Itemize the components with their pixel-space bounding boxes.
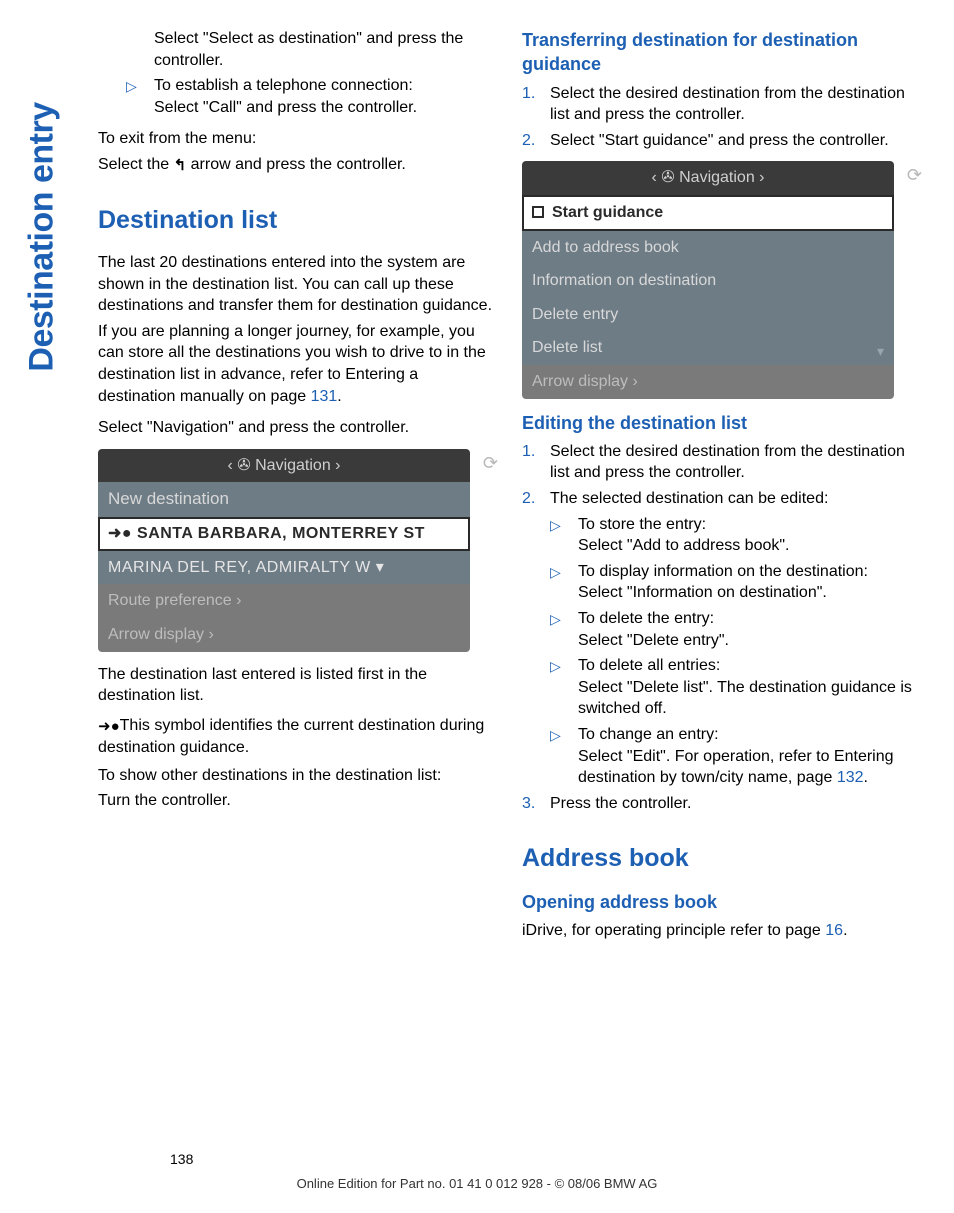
page-link-132[interactable]: 132	[837, 769, 864, 786]
nav-screenshot-start-guidance: ‹ ✇ Navigation › ⟳ Start guidance Add to…	[522, 161, 894, 398]
body-text: Select "Call" and press the controller.	[154, 97, 494, 119]
page-link-16[interactable]: 16	[825, 922, 843, 939]
triangle-bullet-icon: ▷	[550, 608, 578, 651]
body-text: Press the controller.	[550, 793, 918, 815]
list-number: 3.	[522, 793, 550, 815]
text-fragment: ›	[331, 457, 341, 474]
page-link-131[interactable]: 131	[311, 388, 338, 405]
fig-row: Add to address book	[522, 231, 894, 265]
body-text: The last 20 destinations entered into th…	[98, 252, 494, 317]
body-text: To change an entry:	[578, 724, 918, 746]
left-column: Select "Select as destination" and press…	[98, 28, 494, 946]
list-number: 2.	[522, 488, 550, 510]
body-text: To delete all entries:	[578, 655, 918, 677]
body-text: Select the desired destination from the …	[550, 441, 918, 484]
triangle-bullet-icon: ▷	[550, 561, 578, 604]
triangle-bullet-icon: ▷	[126, 75, 154, 118]
text-fragment: Navigation	[679, 169, 755, 186]
body-text: To delete the entry:	[578, 608, 918, 630]
heading-opening-address-book: Opening address book	[522, 890, 918, 914]
body-text: To exit from the menu:	[98, 128, 494, 150]
fig-row: MARINA DEL REY, ADMIRALTY W ▾	[98, 551, 470, 585]
text-fragment: Navigation	[255, 457, 331, 474]
text-fragment: ‹ ✇	[227, 457, 255, 474]
footer-text: Online Edition for Part no. 01 41 0 012 …	[0, 1176, 954, 1191]
text-fragment: Start guidance	[552, 204, 663, 221]
body-text: If you are planning a longer journey, fo…	[98, 321, 494, 407]
list-number: 1.	[522, 83, 550, 126]
back-arrow-icon: ↰	[174, 156, 187, 176]
body-text: The selected destination can be edited:	[550, 488, 918, 510]
body-text: Select the ↰ arrow and press the control…	[98, 154, 494, 176]
list-number: 2.	[522, 130, 550, 152]
heading-transferring-destination: Transferring destination for destination…	[522, 28, 918, 77]
text-fragment: .	[864, 769, 868, 786]
text-fragment: ‹ ✇	[651, 169, 679, 186]
body-text: To show other destinations in the destin…	[98, 765, 494, 787]
body-text: ➜● This symbol identifies the current de…	[98, 715, 494, 759]
fig-row-new-destination: New destination	[98, 482, 470, 517]
fig-header: ‹ ✇ Navigation › ⟳	[98, 449, 470, 483]
fig-row: Delete list ▾	[522, 331, 894, 365]
current-dest-icon: ➜●	[108, 525, 137, 542]
text-fragment: iDrive, for operating principle refer to…	[522, 922, 825, 939]
scroll-down-icon: ▾	[877, 342, 884, 361]
body-text: Select "Select as destination" and press…	[154, 28, 494, 71]
text-fragment: Select the	[98, 156, 174, 173]
heading-destination-list: Destination list	[98, 204, 494, 238]
body-text: Turn the controller.	[98, 790, 494, 812]
body-text: Select the desired destination from the …	[550, 83, 918, 126]
body-text: Select "Delete list". The destination gu…	[578, 677, 918, 720]
text-fragment: ›	[755, 169, 765, 186]
fig-row-arrow-display: Arrow display ›	[522, 365, 894, 399]
refresh-icon: ⟳	[907, 163, 922, 187]
page-number: 138	[170, 1151, 193, 1167]
text-fragment: .	[843, 922, 847, 939]
heading-editing-destination-list: Editing the destination list	[522, 411, 918, 435]
body-text: Select "Start guidance" and press the co…	[550, 130, 918, 152]
text-fragment: .	[337, 388, 341, 405]
nav-screenshot-destination-list: ‹ ✇ Navigation › ⟳ New destination ➜● SA…	[98, 449, 470, 652]
body-text: Select "Information on destination".	[578, 582, 918, 604]
body-text: To store the entry:	[578, 514, 918, 536]
page-columns: Select "Select as destination" and press…	[98, 28, 918, 946]
body-text: Select "Edit". For operation, refer to E…	[578, 746, 918, 789]
body-text: Select "Delete entry".	[578, 630, 918, 652]
text-fragment: This symbol identifies the current desti…	[98, 717, 484, 756]
heading-address-book: Address book	[522, 842, 918, 876]
fig-header: ‹ ✇ Navigation › ⟳	[522, 161, 894, 195]
triangle-bullet-icon: ▷	[550, 724, 578, 789]
current-dest-icon: ➜●	[98, 717, 120, 737]
text-fragment: Delete list	[532, 339, 602, 356]
side-tab: Destination entry	[22, 22, 62, 452]
body-text: iDrive, for operating principle refer to…	[522, 920, 918, 942]
body-text: Select "Navigation" and press the contro…	[98, 417, 494, 439]
body-text: To establish a telephone connection:	[154, 75, 494, 97]
fig-row: Delete entry	[522, 298, 894, 332]
triangle-bullet-icon: ▷	[550, 514, 578, 557]
scroll-down-icon: ▾	[376, 559, 385, 576]
fig-row-selected: Start guidance	[522, 195, 894, 231]
fig-row-route-pref: Route preference ›	[98, 584, 470, 618]
text-fragment: MARINA DEL REY, ADMIRALTY W	[108, 559, 371, 576]
text-fragment: If you are planning a longer journey, fo…	[98, 323, 486, 405]
refresh-icon: ⟳	[483, 451, 498, 475]
text-fragment: arrow and press the controller.	[186, 156, 406, 173]
text-fragment: SANTA BARBARA, MONTERREY ST	[137, 525, 425, 542]
fig-row-arrow-display: Arrow display ›	[98, 618, 470, 652]
fig-row: Information on destination	[522, 264, 894, 298]
body-text: Select "Add to address book".	[578, 535, 918, 557]
list-number: 1.	[522, 441, 550, 484]
body-text: The destination last entered is listed f…	[98, 664, 494, 707]
right-column: Transferring destination for destination…	[522, 28, 918, 946]
body-text: To display information on the destinatio…	[578, 561, 918, 583]
triangle-bullet-icon: ▷	[550, 655, 578, 720]
checkbox-icon	[532, 206, 544, 218]
fig-row-selected: ➜● SANTA BARBARA, MONTERREY ST	[98, 517, 470, 551]
side-tab-label: Destination entry	[23, 102, 62, 371]
